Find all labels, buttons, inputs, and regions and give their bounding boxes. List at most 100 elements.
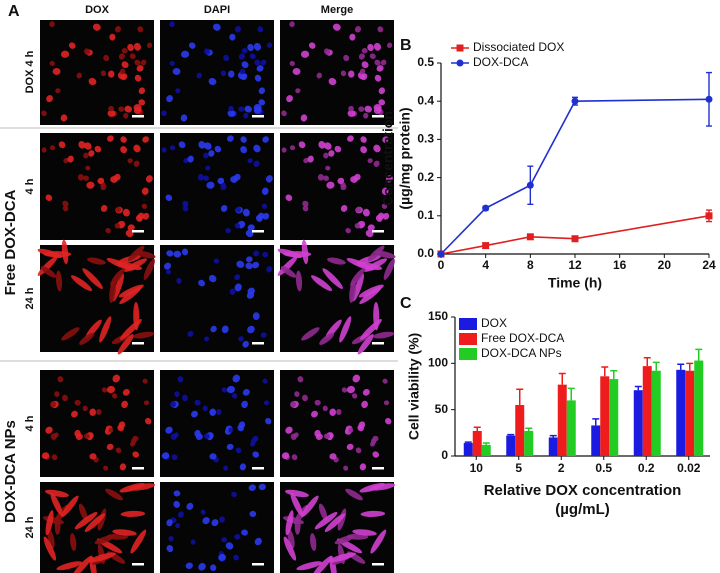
cell: [361, 61, 369, 69]
cell: [352, 529, 377, 536]
marker: [571, 97, 579, 105]
error-bar: [601, 366, 609, 377]
bar: [481, 444, 491, 456]
cell: [378, 99, 386, 106]
cell: [142, 212, 150, 220]
cell: [145, 417, 152, 425]
cell: [135, 214, 143, 222]
cell: [302, 205, 309, 212]
cell: [204, 142, 212, 150]
cell: [241, 48, 248, 54]
cell: [362, 389, 370, 396]
cell: [354, 26, 362, 33]
cell: [198, 562, 206, 571]
cell: [50, 492, 63, 517]
cell: [343, 465, 349, 471]
cell: [88, 552, 117, 563]
cell: [228, 105, 234, 112]
cell: [170, 401, 176, 408]
cell: [53, 432, 59, 438]
cell: [204, 336, 210, 342]
micrograph: [37, 239, 156, 355]
cell: [323, 433, 330, 439]
cell: [254, 59, 261, 66]
marker: [456, 44, 464, 52]
cell: [292, 67, 301, 75]
cell: [385, 417, 392, 425]
cell: [319, 332, 335, 345]
cell: [107, 135, 114, 142]
cell: [85, 165, 91, 171]
bar: [524, 430, 534, 456]
cell: [289, 145, 296, 151]
cell: [78, 503, 88, 521]
cell: [255, 214, 263, 222]
micrograph: [280, 133, 394, 240]
cell: [252, 312, 260, 321]
cell: [106, 443, 114, 451]
cell: [235, 447, 242, 454]
cell: [360, 136, 367, 143]
cell: [244, 105, 253, 113]
cell: [209, 453, 217, 460]
cell: [361, 48, 368, 54]
x-tick-label: 0.2: [638, 461, 655, 475]
cell: [349, 33, 356, 41]
cell: [115, 206, 122, 213]
cell: [176, 278, 182, 284]
cell: [40, 266, 57, 278]
scale-bar: [132, 563, 144, 566]
cell: [375, 214, 383, 222]
cell: [117, 334, 134, 355]
scale-bar: [132, 467, 144, 470]
cell: [178, 141, 186, 149]
cell: [124, 258, 148, 272]
cell: [238, 53, 245, 60]
cell: [362, 208, 370, 217]
y-tick-label: 0.1: [417, 208, 434, 222]
scale-bar: [252, 563, 264, 566]
cell: [361, 400, 368, 409]
error-bar: [473, 426, 481, 431]
cell: [328, 77, 337, 86]
cell: [360, 146, 367, 154]
cell: [281, 110, 287, 117]
cell: [246, 291, 255, 299]
cell: [340, 70, 347, 77]
cell: [88, 150, 95, 157]
cell: [332, 23, 341, 31]
cell: [290, 492, 303, 517]
cell: [324, 142, 332, 150]
cell: [161, 110, 167, 117]
cell: [229, 288, 236, 295]
cell: [223, 465, 229, 471]
cell: [205, 165, 211, 171]
cell: [359, 463, 367, 471]
cell: [166, 545, 174, 553]
cell: [187, 331, 194, 337]
cell: [121, 400, 128, 409]
y-tick-label: 0.4: [417, 93, 434, 107]
cell: [355, 206, 362, 213]
cell: [78, 141, 86, 149]
cell: [84, 48, 90, 55]
scale-bar: [132, 342, 144, 345]
micrograph: [280, 482, 396, 573]
cell: [236, 260, 245, 268]
bar: [591, 425, 601, 456]
cell: [260, 332, 267, 338]
micrograph: [40, 370, 154, 477]
cell: [353, 173, 361, 181]
scale-bar: [372, 115, 384, 118]
y-axis-label: (µg/mg protein): [397, 107, 413, 209]
cell: [245, 256, 253, 263]
cell: [252, 435, 259, 442]
cell: [252, 261, 260, 269]
cell: [231, 491, 237, 498]
y-tick-label: 0.2: [417, 170, 434, 184]
cell: [373, 144, 381, 153]
cell: [84, 142, 92, 150]
cell: [373, 42, 382, 51]
cell: [83, 175, 90, 181]
cell: [238, 336, 244, 342]
